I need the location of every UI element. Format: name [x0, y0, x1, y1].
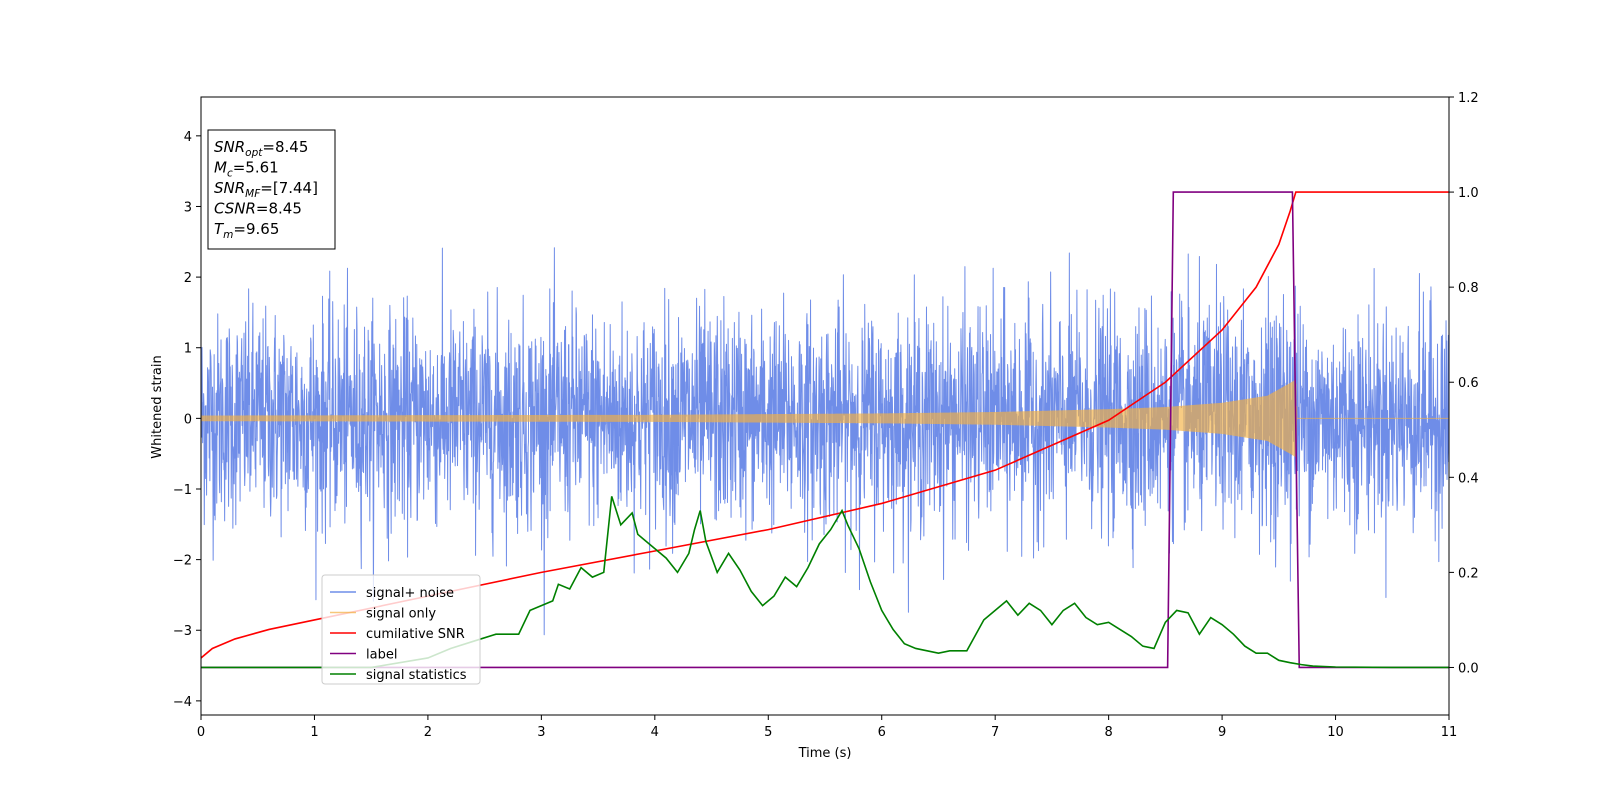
legend-label: signal statistics: [366, 668, 467, 683]
legend-label: cumilative SNR: [366, 627, 465, 642]
y-tick-label: −2: [173, 554, 192, 569]
x-tick-label: 0: [197, 725, 205, 740]
plot-area: [201, 191, 1449, 669]
plot-frame: [200, 96, 1450, 716]
y2-tick-label: 1.2: [1458, 91, 1479, 106]
legend-label: signal+ noise: [366, 586, 454, 601]
y2-tick-label: 0.6: [1458, 376, 1479, 391]
series-cumulative-snr: [201, 191, 1449, 659]
annotation-line: CSNR=8.45: [214, 200, 302, 218]
annotation-line: Tm=9.65: [214, 220, 279, 241]
x-tick-label: 8: [1104, 725, 1112, 740]
x-tick-label: 3: [537, 725, 545, 740]
series-signal-statistics: [201, 496, 1449, 669]
x-tick-label: 6: [878, 725, 886, 740]
x-tick-label: 7: [991, 725, 999, 740]
y-tick-label: −3: [173, 624, 192, 639]
legend: signal+ noise signal only cumilative SNR la…: [321, 574, 481, 685]
x-tick-label: 1: [310, 725, 318, 740]
legend-label: label: [366, 648, 397, 663]
annotation-line: SNRopt=8.45: [214, 138, 308, 159]
y2-tick-label: 0.4: [1458, 471, 1479, 486]
y-axis-left: −4 −3 −2 −1 0 1 2 3 4: [173, 130, 201, 710]
annotation-line: SNRMF=[7.44]: [214, 179, 318, 200]
y2-tick-label: 1.0: [1458, 186, 1479, 201]
series-signal-noise: [201, 247, 1449, 636]
y-tick-label: 3: [184, 200, 192, 215]
y2-tick-label: 0.8: [1458, 281, 1479, 296]
y-axis-right: 0.0 0.2 0.4 0.6 0.8 1.0 1.2: [1449, 91, 1479, 676]
y-axis-label: Whitened strain: [150, 355, 165, 458]
y-tick-label: 4: [184, 130, 192, 145]
x-tick-label: 9: [1218, 725, 1226, 740]
x-axis: 0 1 2 3 4 5 6 7 8 9 10 11: [197, 715, 1457, 740]
y2-tick-label: 0.0: [1458, 661, 1479, 676]
series-signal-only: [201, 379, 1449, 458]
series-label: [201, 191, 1449, 669]
x-tick-label: 10: [1327, 725, 1344, 740]
x-tick-label: 2: [424, 725, 432, 740]
legend-label: signal only: [366, 607, 436, 622]
y-tick-label: −4: [173, 695, 192, 710]
x-axis-label: Time (s): [798, 746, 852, 761]
y-tick-label: 2: [184, 271, 192, 286]
x-tick-label: 5: [764, 725, 772, 740]
annotation-line: Mc=5.61: [214, 159, 279, 180]
y2-tick-label: 0.2: [1458, 566, 1479, 581]
y-tick-label: 1: [184, 342, 192, 357]
y-tick-label: 0: [184, 412, 192, 427]
x-tick-label: 11: [1441, 725, 1458, 740]
y-tick-label: −1: [173, 483, 192, 498]
x-tick-label: 4: [651, 725, 659, 740]
